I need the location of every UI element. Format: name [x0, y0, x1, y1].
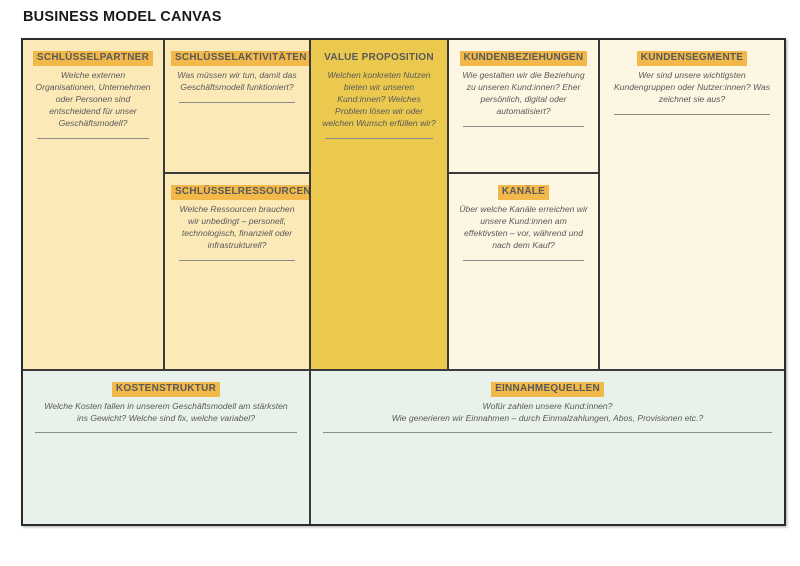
section-key-activities: SCHLÜSSELAKTIVITÄTEN Was müssen wir tun,…: [165, 40, 309, 172]
section-title-highlight: SCHLÜSSELRESSOURCEN: [171, 185, 309, 200]
write-in-line: [614, 114, 770, 116]
write-in-line: [37, 138, 149, 140]
section-value-proposition: VALUE PROPOSITION Welchen konkreten Nutz…: [311, 40, 447, 369]
section-question: Wofür zahlen unsere Kund:innen? Wie gene…: [391, 401, 704, 424]
section-question: Über welche Kanäle erreichen wir unsere …: [459, 204, 588, 251]
write-in-line: [323, 432, 772, 434]
section-header: KUNDENSEGMENTE: [606, 47, 778, 66]
section-question: Welche externen Organisationen, Unterneh…: [35, 70, 151, 129]
section-title-highlight: SCHLÜSSELAKTIVITÄTEN: [171, 51, 309, 66]
section-header: KUNDENBEZIEHUNGEN: [455, 47, 592, 66]
section-title-highlight: KOSTENSTRUKTUR: [111, 382, 221, 397]
section-header: KOSTENSTRUKTUR: [29, 378, 303, 397]
write-in-line: [325, 138, 433, 140]
section-question: Was müssen wir tun, damit das Geschäftsm…: [177, 70, 297, 93]
section-header: SCHLÜSSELRESSOURCEN: [171, 181, 309, 200]
section-key-resources: SCHLÜSSELRESSOURCEN Welche Ressourcen br…: [165, 174, 309, 369]
section-header: EINNAHMEQUELLEN: [317, 378, 778, 397]
business-model-canvas-grid: SCHLÜSSELPARTNER Welche externen Organis…: [21, 38, 786, 526]
section-header: KANÄLE: [455, 181, 592, 200]
page-title: BUSINESS MODEL CANVAS: [23, 9, 222, 25]
section-customer-relationships: KUNDENBEZIEHUNGEN Wie gestalten wir die …: [449, 40, 598, 172]
write-in-line: [463, 126, 584, 128]
section-header: VALUE PROPOSITION: [317, 47, 441, 66]
section-key-partners: SCHLÜSSELPARTNER Welche externen Organis…: [23, 40, 163, 369]
write-in-line: [179, 260, 295, 262]
write-in-line: [463, 260, 584, 262]
section-question: Welchen konkreten Nutzen bieten wir unse…: [322, 70, 436, 129]
section-title-highlight: KUNDENBEZIEHUNGEN: [459, 51, 588, 66]
write-in-line: [35, 432, 297, 434]
section-title-highlight: SCHLÜSSELPARTNER: [32, 51, 154, 66]
section-title-highlight: KUNDENSEGMENTE: [636, 51, 748, 66]
section-question: Wer sind unsere wichtigsten Kundengruppe…: [613, 70, 771, 105]
section-question: Welche Kosten fallen in unserem Geschäft…: [44, 401, 288, 424]
section-header: SCHLÜSSELAKTIVITÄTEN: [171, 47, 309, 66]
section-customer-segments: KUNDENSEGMENTE Wer sind unsere wichtigst…: [600, 40, 784, 369]
section-header: SCHLÜSSELPARTNER: [29, 47, 157, 66]
write-in-line: [179, 102, 295, 104]
section-cost-structure: KOSTENSTRUKTUR Welche Kosten fallen in u…: [23, 371, 309, 524]
section-title-highlight: EINNAHMEQUELLEN: [491, 382, 604, 397]
section-channels: KANÄLE Über welche Kanäle erreichen wir …: [449, 174, 598, 369]
section-title: VALUE PROPOSITION: [324, 52, 434, 63]
section-title-highlight: KANÄLE: [497, 185, 550, 200]
section-revenue-streams: EINNAHMEQUELLEN Wofür zahlen unsere Kund…: [311, 371, 784, 524]
section-question: Welche Ressourcen brauchen wir unbedingt…: [179, 204, 295, 251]
section-question: Wie gestalten wir die Beziehung zu unser…: [462, 70, 585, 117]
